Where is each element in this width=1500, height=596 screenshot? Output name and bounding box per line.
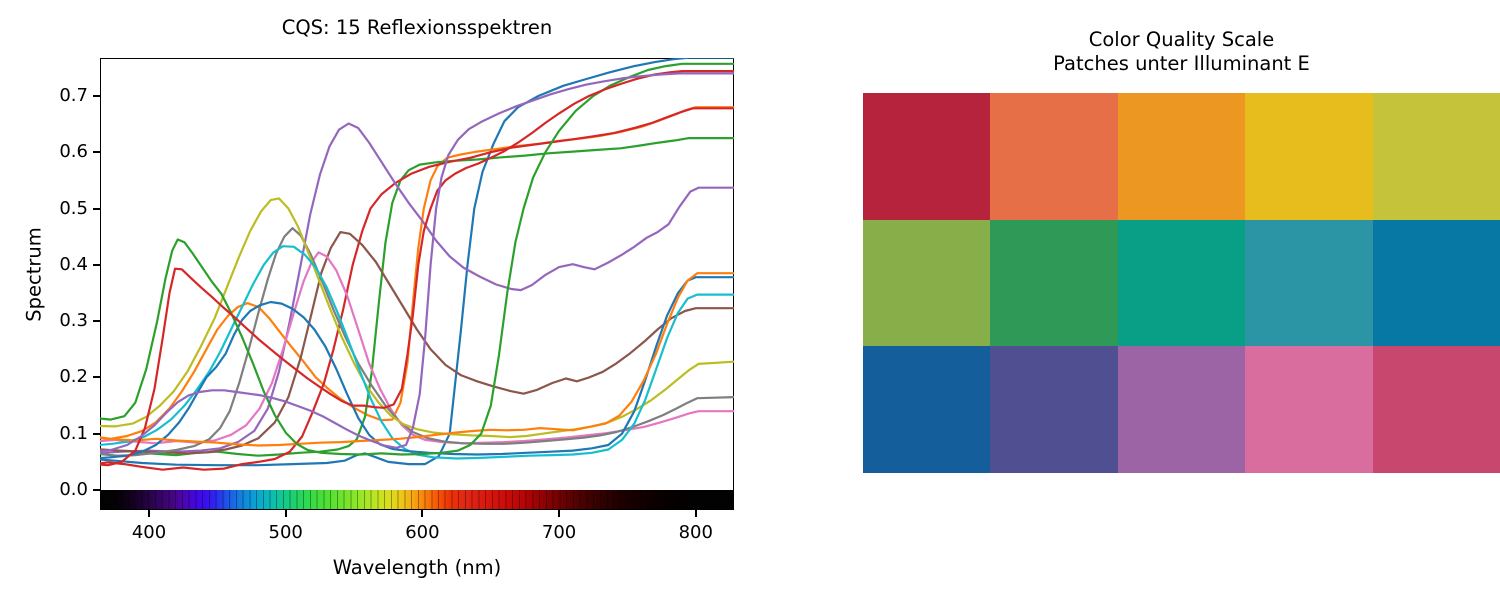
- x-tick-label-500: 500: [268, 522, 303, 543]
- x-tick-mark-500: [284, 510, 287, 517]
- series-VS15: [100, 72, 734, 453]
- x-tick-mark-700: [558, 510, 561, 517]
- series-VS8: [100, 227, 734, 457]
- series-VS5: [100, 122, 734, 455]
- patch-swatch-6: [863, 219, 991, 347]
- patch-swatch-15: [1372, 346, 1500, 473]
- y-tick-mark-0.6: [93, 151, 100, 154]
- y-tick-mark-0.3: [93, 320, 100, 323]
- patch-title-line1: Color Quality Scale: [1088, 28, 1275, 51]
- patch-swatch-8: [1117, 219, 1246, 347]
- patch-swatch-11: [863, 346, 991, 473]
- x-tick-mark-800: [694, 510, 697, 517]
- patch-swatch-4: [1245, 93, 1373, 220]
- patch-swatch-9: [1245, 219, 1373, 347]
- x-axis-label: Wavelength (nm): [332, 556, 502, 579]
- patch-panel-title: Color Quality Scale Patches unter Illumi…: [863, 28, 1500, 77]
- series-VS11: [100, 276, 734, 460]
- series-VS10: [100, 245, 734, 460]
- x-tick-mark-600: [421, 510, 424, 517]
- y-tick-mark-0.2: [93, 376, 100, 379]
- axes-box: [100, 58, 734, 510]
- y-tick-label-0.4: 0.4: [59, 253, 88, 275]
- patch-grid: [863, 93, 1500, 473]
- y-tick-mark-0.0: [93, 489, 100, 491]
- y-tick-label-0.5: 0.5: [59, 197, 88, 219]
- patch-swatch-12: [990, 346, 1118, 473]
- y-tick-mark-0.5: [93, 207, 100, 210]
- y-tick-mark-0.4: [93, 263, 100, 266]
- series-VS12: [100, 272, 734, 447]
- y-tick-label-0.0: 0.0: [59, 479, 88, 500]
- y-tick-label-0.3: 0.3: [59, 310, 88, 332]
- patch-swatch-13: [1117, 346, 1246, 473]
- x-tick-label-700: 700: [541, 522, 577, 543]
- patch-swatch-10: [1372, 219, 1500, 347]
- patch-swatch-7: [990, 219, 1118, 347]
- wavelength-spectrum-strip: [101, 490, 733, 509]
- x-tick-label-400: 400: [131, 522, 167, 543]
- x-tick-label-800: 800: [678, 522, 713, 543]
- patch-swatch-1: [863, 93, 991, 220]
- y-axis-label: Spectrum: [22, 227, 46, 322]
- x-tick-mark-400: [148, 510, 150, 517]
- y-tick-label-0.1: 0.1: [59, 422, 88, 444]
- series-VS4: [100, 107, 734, 471]
- patch-swatch-5: [1372, 93, 1500, 220]
- y-tick-mark-0.7: [93, 94, 100, 97]
- y-tick-label-0.6: 0.6: [59, 141, 88, 163]
- y-tick-mark-0.1: [93, 432, 100, 435]
- series-VS3: [100, 137, 734, 458]
- series-VS13: [100, 62, 734, 456]
- x-tick-label-600: 600: [405, 522, 440, 543]
- patch-swatch-3: [1117, 93, 1246, 220]
- y-tick-label-0.2: 0.2: [59, 366, 88, 388]
- patch-swatch-2: [990, 93, 1118, 220]
- patch-swatch-14: [1245, 346, 1373, 473]
- chart-title: CQS: 15 Reflexionsspektren: [281, 16, 553, 39]
- series-VS9: [100, 197, 734, 439]
- y-tick-label-0.7: 0.7: [59, 84, 88, 106]
- patch-title-line2: Patches unter Illuminant E: [1053, 52, 1310, 76]
- series-VS14: [100, 70, 734, 467]
